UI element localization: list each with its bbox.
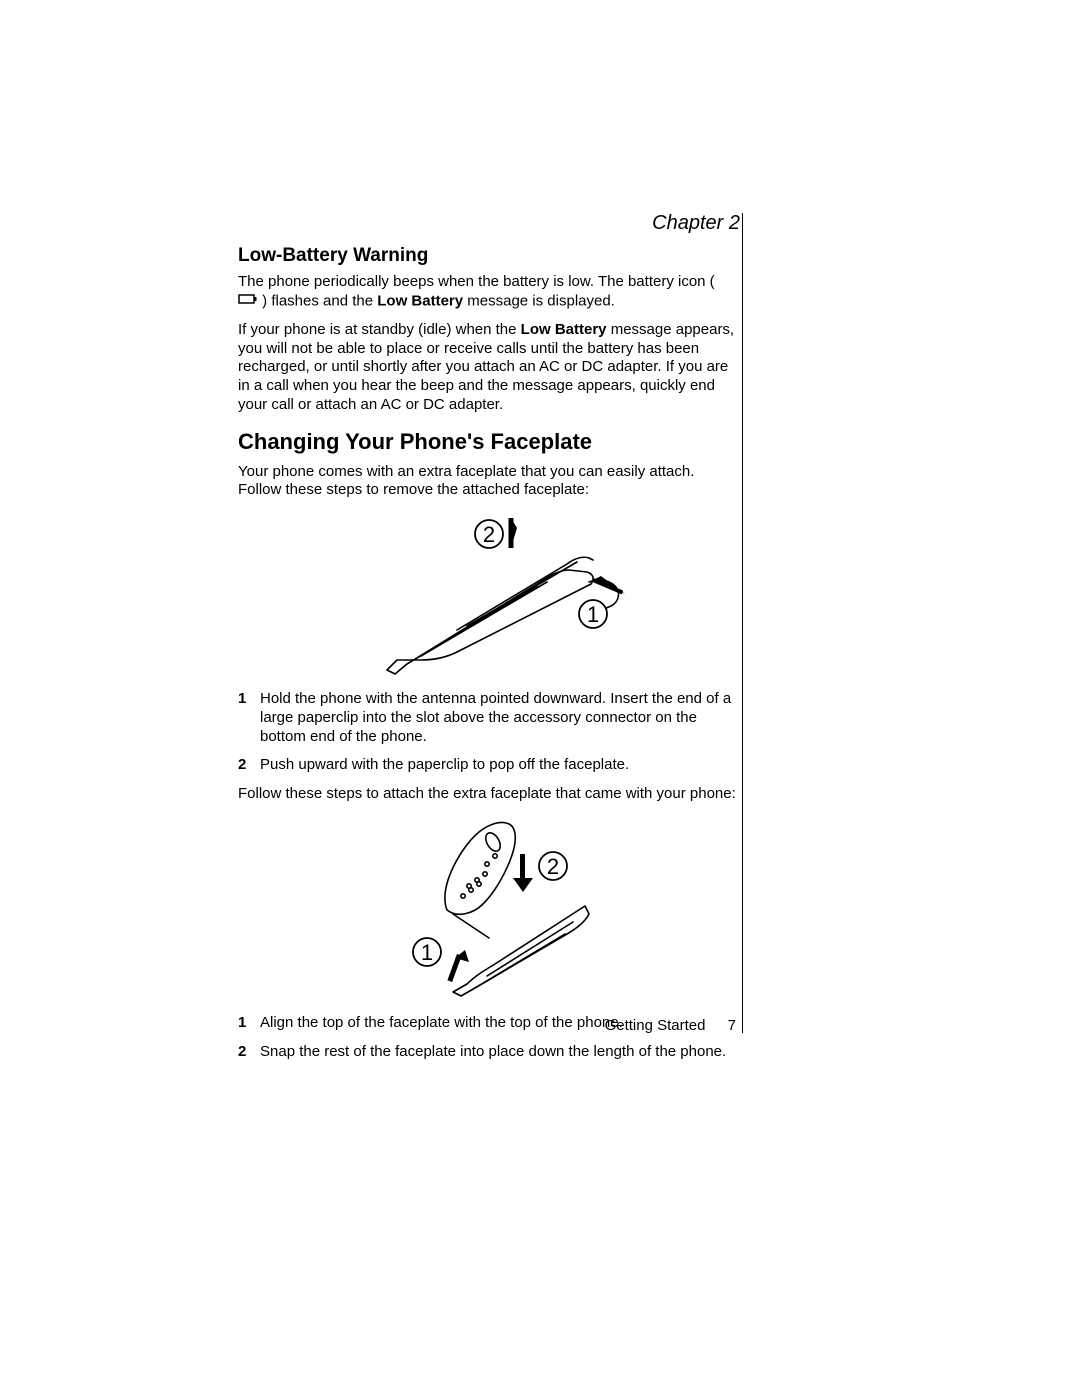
footer-section-name: Getting Started xyxy=(605,1017,706,1034)
remove-steps-list: 1 Hold the phone with the antenna pointe… xyxy=(238,690,736,775)
step-text: Snap the rest of the faceplate into plac… xyxy=(260,1043,726,1062)
battery-icon xyxy=(238,292,258,311)
page-footer: Getting Started 7 xyxy=(238,1017,736,1034)
text: message is displayed. xyxy=(463,292,615,309)
list-item: 2 Snap the rest of the faceplate into pl… xyxy=(238,1043,736,1062)
figure-remove-faceplate: 1 2 xyxy=(238,510,736,680)
svg-text:1: 1 xyxy=(421,940,433,965)
content-column: Low-Battery Warning The phone periodical… xyxy=(238,245,736,1071)
bold-text: Low Battery xyxy=(521,321,607,338)
chapter-label: Chapter 2 xyxy=(652,212,740,235)
step-text: Push upward with the paperclip to pop of… xyxy=(260,756,629,775)
attach-intro: Follow these steps to attach the extra f… xyxy=(238,785,736,804)
list-item: 1 Hold the phone with the antenna pointe… xyxy=(238,690,736,746)
faceplate-intro: Your phone comes with an extra faceplate… xyxy=(238,463,736,501)
step-number: 2 xyxy=(238,756,260,775)
low-battery-para-2: If your phone is at standby (idle) when … xyxy=(238,321,736,415)
page: Chapter 2 Low-Battery Warning The phone … xyxy=(0,0,1080,1397)
svg-text:2: 2 xyxy=(547,854,559,879)
text: The phone periodically beeps when the ba… xyxy=(238,273,715,290)
footer-page-number: 7 xyxy=(728,1017,736,1034)
step-text: Hold the phone with the antenna pointed … xyxy=(260,690,736,746)
section-heading-low-battery: Low-Battery Warning xyxy=(238,245,736,267)
figure-label-2: 2 xyxy=(483,522,495,547)
bold-text: Low Battery xyxy=(377,292,463,309)
step-number: 1 xyxy=(238,690,260,746)
text: ) flashes and the xyxy=(258,292,377,309)
vertical-rule xyxy=(742,213,743,1033)
low-battery-para-1: The phone periodically beeps when the ba… xyxy=(238,273,736,311)
step-number: 2 xyxy=(238,1043,260,1062)
figure-attach-faceplate: 1 2 xyxy=(238,814,736,1004)
section-heading-faceplate: Changing Your Phone's Faceplate xyxy=(238,429,736,455)
list-item: 2 Push upward with the paperclip to pop … xyxy=(238,756,736,775)
text: If your phone is at standby (idle) when … xyxy=(238,321,521,338)
figure-label-1: 1 xyxy=(587,602,599,627)
